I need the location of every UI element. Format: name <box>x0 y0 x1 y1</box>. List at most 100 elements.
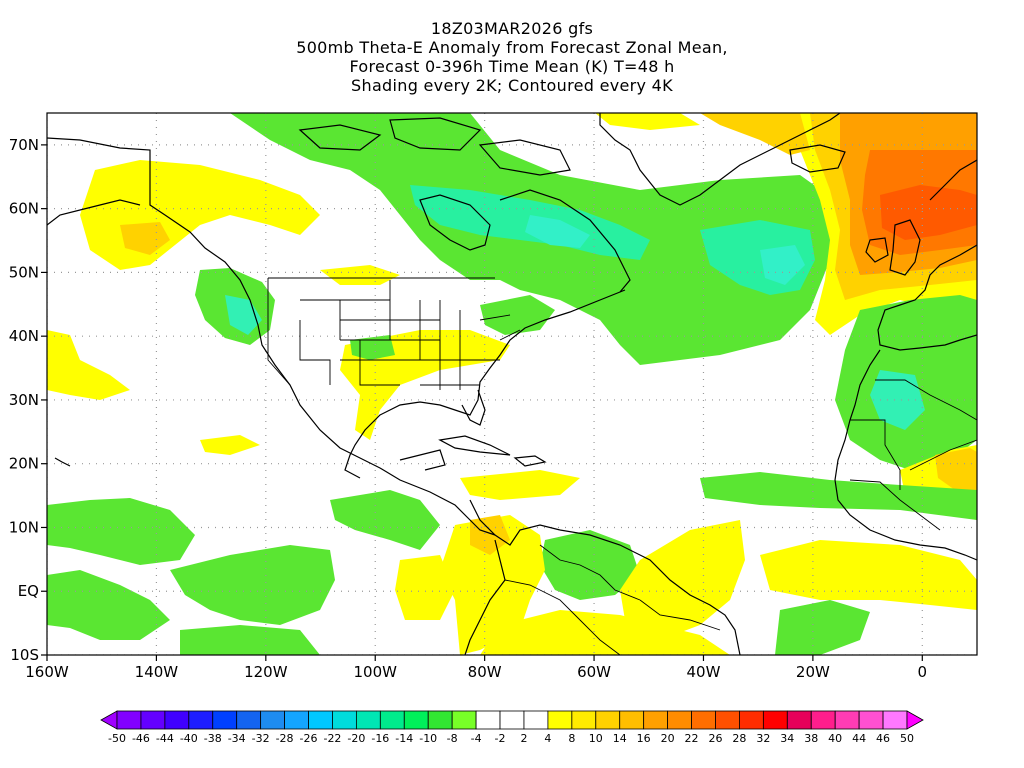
shade-teal-westus <box>225 295 262 335</box>
colorbar-swatch <box>403 710 429 730</box>
colorbar: -50 -46 -44 -40 -38 -34 -32 -28 -26 -22 -20 -16 -14-… <box>100 710 924 745</box>
colorbar-label: 14 <box>613 732 627 745</box>
coast-iceland <box>789 144 846 173</box>
coast-scandinavia <box>929 159 977 201</box>
border-africa3 <box>909 439 977 471</box>
shade-teal-center <box>525 215 590 248</box>
coast-europe <box>877 244 977 351</box>
colorbar-swatch <box>523 710 549 730</box>
colorbar-swatch <box>188 710 214 730</box>
shade-green-pacific1 <box>47 498 195 565</box>
colorbar-label: 8 <box>568 732 575 745</box>
colorbar-swatch <box>236 710 262 730</box>
shade-gold-alaska <box>120 222 170 255</box>
shade-yellow-pacific-sw <box>47 330 130 400</box>
colorbar-swatch <box>762 710 788 730</box>
shade-yellow-south <box>480 610 730 655</box>
colorbar-swatch <box>140 710 166 730</box>
border-africa4 <box>849 479 941 531</box>
shade-green-satl <box>775 600 870 655</box>
x-tick-label: 100W <box>354 663 398 681</box>
colorbar-label: -10 <box>419 732 437 745</box>
coast-centralam <box>469 499 561 546</box>
border-venezuela <box>539 544 641 601</box>
border-africa1 <box>875 379 977 421</box>
x-tick-label: 0 <box>918 663 928 681</box>
colorbar-label: 40 <box>828 732 842 745</box>
x-tick-label: 140W <box>135 663 179 681</box>
colorbar-swatch <box>475 710 501 730</box>
coast-southam-n <box>559 529 741 655</box>
border-sa3 <box>639 599 721 631</box>
colorbar-label: -34 <box>228 732 246 745</box>
coast-hudson <box>419 194 491 251</box>
coast-britain <box>889 219 921 276</box>
colorbar-label: -26 <box>300 732 318 745</box>
y-tick-label: 50N <box>9 263 39 281</box>
colorbar-swatch <box>715 710 740 730</box>
y-tick-label: 40N <box>9 327 39 345</box>
colorbar-swatch <box>595 710 621 730</box>
shade-gold-caribbean <box>470 515 510 555</box>
colorbar-swatch <box>379 710 405 730</box>
shade-red-europe <box>880 185 977 240</box>
colorbar-label: -40 <box>180 732 198 745</box>
x-axis: 160W 140W 120W 100W 80W 60W 40W 20W 0 <box>25 655 927 681</box>
colorbar-swatch <box>427 710 453 730</box>
border-africa2 <box>850 419 901 490</box>
x-tick-label: 160W <box>25 663 69 681</box>
coast-arctic1 <box>298 124 382 151</box>
colorbar-swatch <box>667 710 692 730</box>
colorbar-label: -50 <box>108 732 126 745</box>
x-tick-label: 80W <box>468 663 502 681</box>
title-line-3: Forecast 0-396h Time Mean (K) T=48 h <box>349 57 675 76</box>
shade-green-southamerica <box>540 530 640 600</box>
colorbar-swatch <box>858 710 884 730</box>
colorbar-label: -14 <box>395 732 413 745</box>
title-line-4: Shading every 2K; Contoured every 4K <box>351 76 673 95</box>
coast-labrador <box>499 189 631 293</box>
shade-teal-center2 <box>760 245 805 285</box>
colorbar-label: 34 <box>780 732 794 745</box>
coast-africa <box>834 349 977 561</box>
shade-gold-africa <box>935 448 977 495</box>
shade-gold-iceland <box>700 113 810 155</box>
border-sa2 <box>504 579 621 655</box>
colorbar-label: 10 <box>589 732 603 745</box>
colorbar-swatch <box>332 710 357 730</box>
colorbar-swatch <box>499 710 525 730</box>
shade-yellow-hawaii <box>200 435 260 455</box>
shade-yellow-southamerica <box>440 515 545 655</box>
colorbar-label: -16 <box>371 732 389 745</box>
colorbar-arrow-left <box>100 710 118 730</box>
shade-green-pacific4 <box>330 490 440 550</box>
shade-green-pacific5 <box>180 625 320 655</box>
shade-green-pacific3 <box>170 545 335 625</box>
colorbar-swatch <box>116 710 142 730</box>
colorbar-label: -4 <box>471 732 482 745</box>
colorbar-swatch <box>882 710 908 730</box>
shade-green-us <box>350 335 395 360</box>
colorbar-arrow-right <box>906 710 924 730</box>
coast-us-east <box>344 289 626 479</box>
coast-cuba <box>438 435 511 456</box>
shade-yellow-alaska <box>80 160 320 270</box>
colorbar-label: 46 <box>876 732 890 745</box>
colorbar-swatch <box>691 710 716 730</box>
x-tick-label: 120W <box>244 663 288 681</box>
shade-green-pacific2 <box>47 570 170 640</box>
colorbar-swatch <box>619 710 645 730</box>
colorbar-label: -28 <box>276 732 294 745</box>
colorbar-label: 50 <box>900 732 914 745</box>
colorbar-label: 28 <box>732 732 746 745</box>
colorbar-label: 2 <box>520 732 527 745</box>
colorbar-label: -46 <box>132 732 150 745</box>
coast-hispaniola <box>513 455 547 467</box>
colorbar-swatch <box>212 710 238 730</box>
colorbar-label: -44 <box>156 732 174 745</box>
colorbar-swatch <box>164 710 190 730</box>
shade-yellow-brazil <box>620 520 745 640</box>
colorbar-label: -8 <box>447 732 458 745</box>
coast-hawaii <box>54 457 71 467</box>
